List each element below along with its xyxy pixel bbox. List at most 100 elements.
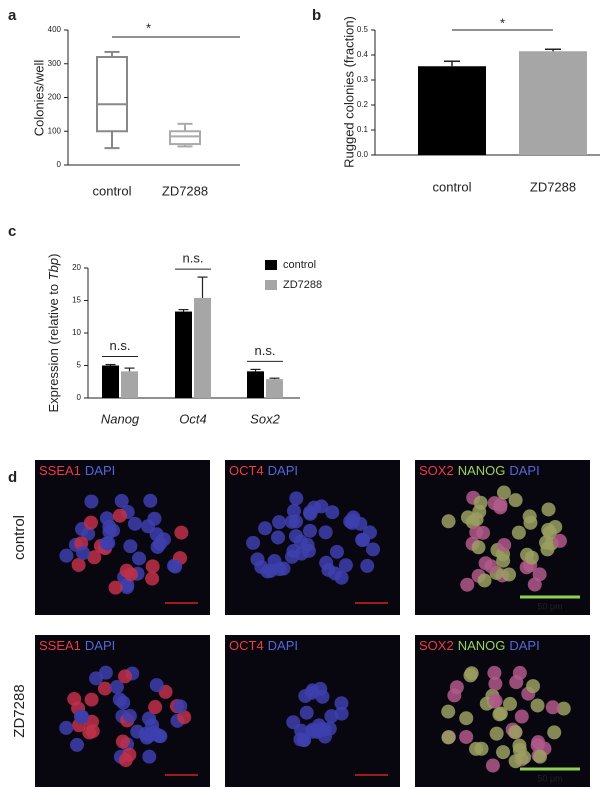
cell xyxy=(496,485,511,500)
cell xyxy=(514,709,529,724)
cell xyxy=(119,580,134,595)
x-tick-label: Nanog xyxy=(101,411,140,426)
cell xyxy=(366,542,381,557)
cell xyxy=(152,536,167,551)
cell xyxy=(447,688,462,703)
box xyxy=(96,56,128,133)
cell xyxy=(441,514,456,529)
cell xyxy=(459,729,474,744)
cell xyxy=(314,499,329,514)
cell xyxy=(533,749,548,764)
stain-name: NANOG xyxy=(458,463,506,478)
cell xyxy=(122,708,137,723)
stain-name: OCT4 xyxy=(229,638,264,653)
cell xyxy=(127,516,142,531)
stain-label: OCT4 DAPI xyxy=(229,638,298,653)
cell xyxy=(71,557,86,572)
stain-name: SOX2 xyxy=(419,463,454,478)
bar xyxy=(121,371,138,398)
cell xyxy=(524,550,539,565)
cell xyxy=(485,758,500,773)
cell xyxy=(313,681,328,696)
bar xyxy=(175,311,192,398)
bar xyxy=(266,379,283,398)
legend-swatch xyxy=(265,260,277,270)
cell xyxy=(496,553,511,568)
cell xyxy=(59,548,74,563)
cell xyxy=(177,710,192,725)
stain-label: SSEA1 DAPI xyxy=(39,638,115,653)
cell xyxy=(477,573,492,588)
cell xyxy=(360,558,375,573)
y-tick-label: 400 xyxy=(48,25,62,34)
cell xyxy=(511,525,526,540)
x-tick-label: control xyxy=(432,179,471,194)
cell xyxy=(89,671,104,686)
cell xyxy=(517,750,532,765)
cell xyxy=(334,696,349,711)
cell xyxy=(81,526,96,541)
cell xyxy=(512,665,527,680)
cell xyxy=(338,558,353,573)
cell xyxy=(296,733,311,748)
panel-label: d xyxy=(8,469,17,486)
cell xyxy=(284,549,299,564)
cell xyxy=(530,698,545,713)
cell xyxy=(102,524,117,539)
cell xyxy=(142,749,157,764)
y-tick-label: 10 xyxy=(72,328,81,337)
stain-label: SOX2 NANOG DAPI xyxy=(419,463,540,478)
cell xyxy=(469,741,484,756)
y-tick-label: 0.2 xyxy=(357,100,369,109)
cell xyxy=(122,747,137,762)
cell xyxy=(488,676,503,691)
cell xyxy=(139,730,154,745)
cell xyxy=(541,522,556,537)
cell xyxy=(168,559,183,574)
cell xyxy=(76,546,91,561)
stain-name: DAPI xyxy=(509,463,539,478)
cell xyxy=(469,512,484,527)
cell xyxy=(325,505,340,520)
cell xyxy=(301,543,316,558)
y-tick-label: 20 xyxy=(72,263,81,272)
y-tick-label: 100 xyxy=(48,126,62,135)
stain-name: SSEA1 xyxy=(39,463,81,478)
cell xyxy=(276,561,291,576)
cell xyxy=(149,678,164,693)
stain-name: DAPI xyxy=(268,463,298,478)
cell xyxy=(303,523,318,538)
annotation: n.s. xyxy=(255,343,276,358)
y-tick-label: 0 xyxy=(57,160,62,169)
row-label: control xyxy=(11,515,28,560)
bar xyxy=(418,66,486,155)
y-tick-label: 200 xyxy=(48,93,62,102)
cell xyxy=(83,515,98,530)
cell xyxy=(287,503,302,518)
cell xyxy=(143,493,158,508)
annotation: n.s. xyxy=(110,338,131,353)
cell xyxy=(145,571,160,586)
annotation: * xyxy=(146,20,151,35)
y-tick-label: 0.3 xyxy=(357,75,369,84)
cell xyxy=(541,502,556,517)
y-tick-label: 300 xyxy=(48,59,62,68)
cell xyxy=(288,529,303,544)
y-axis-label-part: ) xyxy=(46,254,61,258)
stain-label: SOX2 NANOG DAPI xyxy=(419,638,540,653)
x-tick-label: control xyxy=(92,183,131,198)
cell xyxy=(484,559,499,574)
cell xyxy=(59,720,74,735)
cell xyxy=(314,721,329,736)
cell xyxy=(329,544,344,559)
cell xyxy=(118,669,133,684)
stain-name: SOX2 xyxy=(419,638,454,653)
cell xyxy=(469,525,484,540)
cell xyxy=(527,577,542,592)
cell xyxy=(488,693,503,708)
cell xyxy=(108,580,123,595)
cell xyxy=(173,699,188,714)
cell xyxy=(328,566,343,581)
cell xyxy=(460,577,475,592)
